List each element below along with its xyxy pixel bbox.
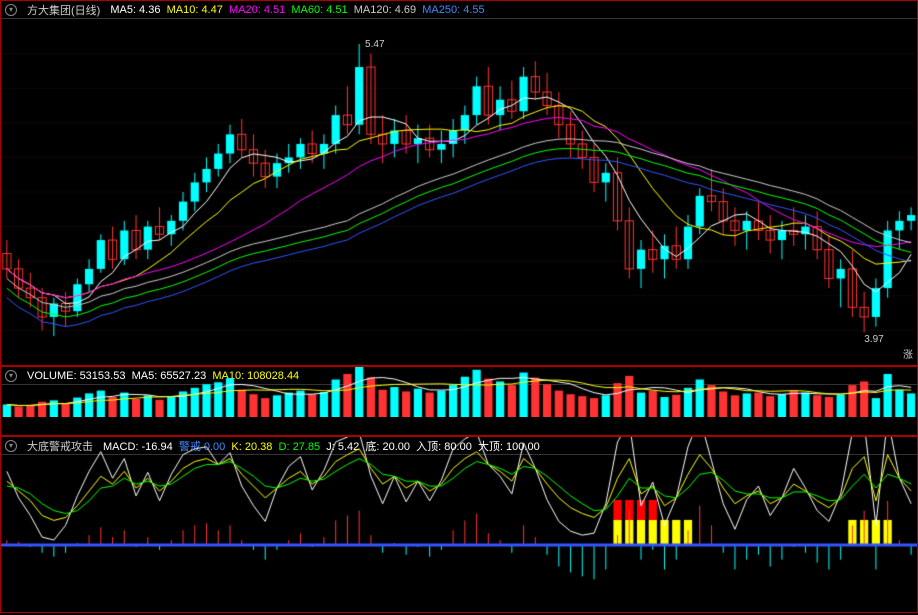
kdj-panel[interactable]: ▾ 大底警戒攻击 MACD: -16.94 警戒 0.00 K: 20.38 D…: [0, 436, 918, 613]
volume-panel[interactable]: ▾ VOLUME: 53153.53 MA5: 65527.23 MA10: 1…: [0, 366, 918, 436]
volume-chart[interactable]: [1, 367, 917, 417]
stock-title: 方大集团(日线): [27, 2, 100, 18]
candlestick-panel[interactable]: ▾ 方大集团(日线) MA5: 4.36 MA10: 4.47 MA20: 4.…: [0, 0, 918, 366]
candle-chart-area[interactable]: 5.47 3.97 涨: [1, 19, 917, 383]
kdj-chart[interactable]: [1, 437, 917, 594]
ma-indicators: MA5: 4.36 MA10: 4.47 MA20: 4.51 MA60: 4.…: [110, 4, 484, 16]
expand-icon[interactable]: ▾: [5, 4, 17, 16]
panel1-header: ▾ 方大集团(日线) MA5: 4.36 MA10: 4.47 MA20: 4.…: [1, 1, 917, 19]
